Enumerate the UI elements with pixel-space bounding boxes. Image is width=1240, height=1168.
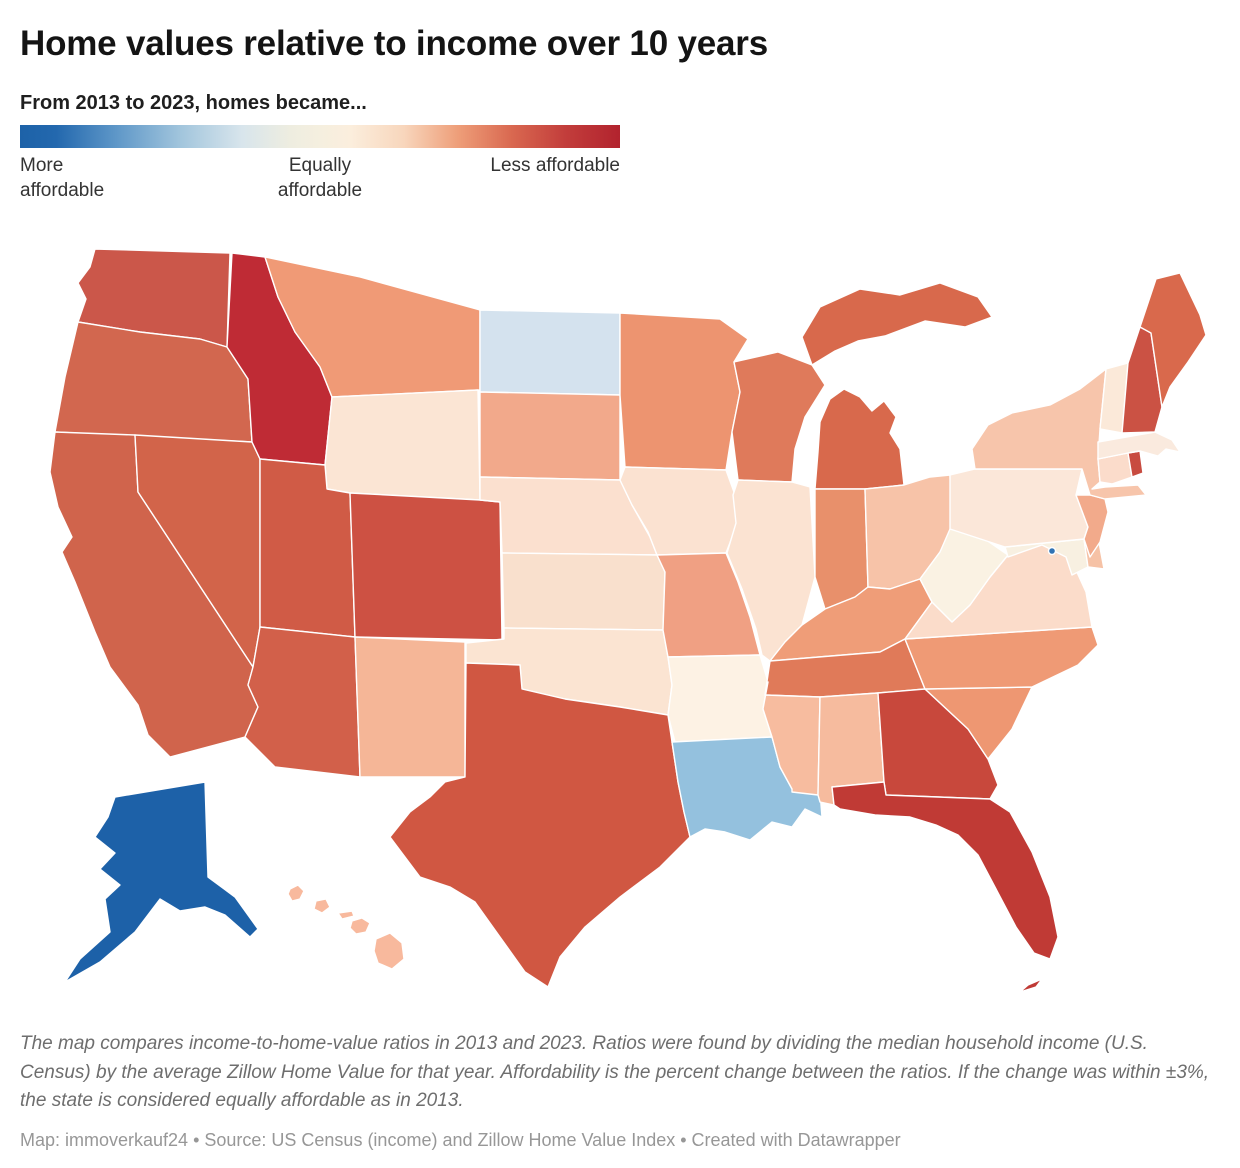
state-FL[interactable]: Florida xyxy=(831,781,1059,993)
footnote: The map compares income-to-home-value ra… xyxy=(20,1033,1210,1111)
legend-title: From 2013 to 2023, homes became... xyxy=(20,92,367,114)
state-DC[interactable]: Washington, D.C. xyxy=(1047,546,1057,556)
state-AR[interactable]: Arkansas xyxy=(667,654,773,743)
state-MA[interactable]: Massachusetts xyxy=(1097,431,1181,460)
state-CO[interactable]: Colorado xyxy=(349,492,503,641)
state-ND[interactable]: North Dakota xyxy=(479,309,621,396)
state-WI[interactable]: Wisconsin xyxy=(731,351,826,483)
state-ME[interactable]: Maine xyxy=(1139,272,1207,408)
state-TX[interactable]: Texas xyxy=(389,662,691,988)
legend-label-equally-affordable: Equally affordable xyxy=(277,155,363,201)
state-HI[interactable]: Hawaii xyxy=(287,884,405,970)
state-MI[interactable]: Michigan xyxy=(801,282,993,490)
state-SD[interactable]: South Dakota xyxy=(479,391,621,481)
legend-label-less-affordable: Less affordable xyxy=(490,155,620,176)
legend-gradient-bar xyxy=(20,125,620,148)
us-choropleth-map: WashingtonOregonCaliforniaNevadaIdahoMon… xyxy=(49,248,1207,993)
state-PA[interactable]: Pennsylvania xyxy=(949,468,1089,548)
legend-label-more-affordable: More affordable xyxy=(20,155,105,201)
state-KS[interactable]: Kansas xyxy=(501,552,666,631)
attribution: Map: immoverkauf24 • Source: US Census (… xyxy=(20,1130,901,1150)
state-NM[interactable]: New Mexico xyxy=(354,636,466,778)
state-AK[interactable]: Alaska xyxy=(64,781,259,983)
legend: More affordable Equally affordable Less … xyxy=(20,125,620,203)
state-WY[interactable]: Wyoming xyxy=(324,389,481,501)
state-WV[interactable]: West Virginia xyxy=(919,528,1009,623)
page-title: Home values relative to income over 10 y… xyxy=(20,24,768,63)
state-MN[interactable]: Minnesota xyxy=(619,312,749,471)
state-IN[interactable]: Indiana xyxy=(814,488,869,610)
legend-labels: More affordable Equally affordable Less … xyxy=(20,154,620,203)
state-IL[interactable]: Illinois xyxy=(726,479,816,662)
state-AZ[interactable]: Arizona xyxy=(244,626,361,778)
